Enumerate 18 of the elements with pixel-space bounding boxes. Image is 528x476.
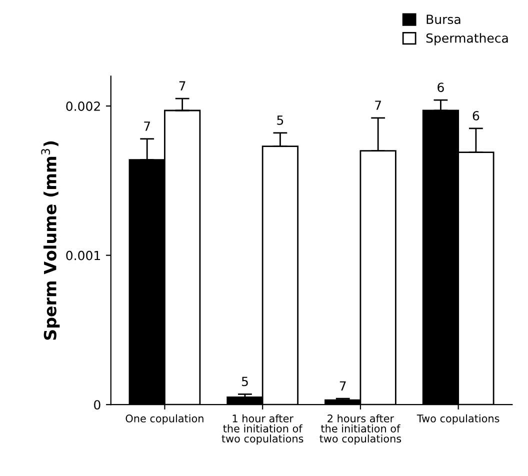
annotation: 7 — [144, 122, 150, 131]
y-tick-label: 0 — [94, 400, 100, 410]
annotation: 7 — [340, 381, 346, 390]
annotation: 5 — [242, 376, 248, 386]
annotation: 6 — [472, 110, 480, 120]
x-tick-label: Two copulations — [416, 414, 500, 424]
y-tick-label: 0.002 — [66, 101, 100, 111]
legend-label: Spermatheca — [426, 33, 508, 46]
x-tick-label: 2 hours after the initiation of two copulations — [320, 414, 402, 445]
legend-label: Bursa — [426, 14, 460, 24]
y-tick-label: 0.001 — [66, 250, 100, 260]
annotation: 7 — [179, 81, 186, 90]
annotation: 6 — [438, 82, 444, 92]
x-tick-label: One copulation — [126, 414, 204, 424]
annotation: 7 — [375, 100, 381, 110]
x-tick-label: 1 hour after the initiation of two copulations — [222, 414, 304, 445]
y-axis-title: Sperm Volume (mm$^{3}$) — [41, 141, 60, 340]
annotation: 5 — [277, 116, 284, 125]
